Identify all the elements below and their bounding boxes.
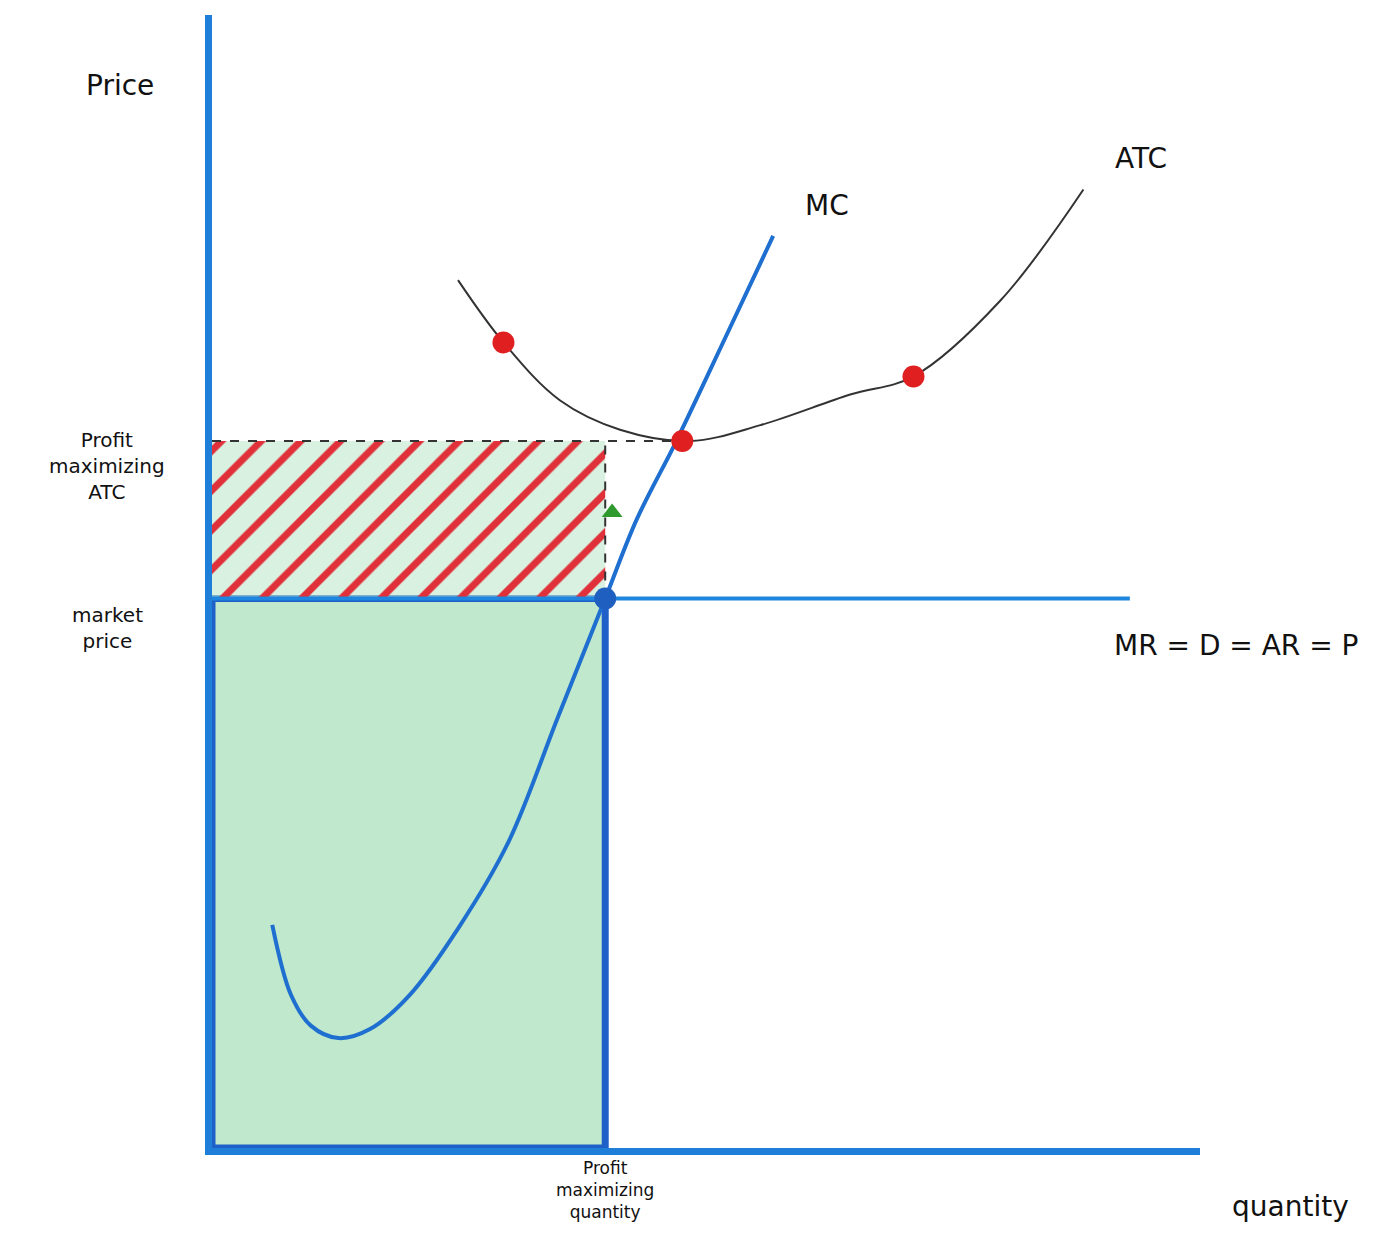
svg-text:ProfitmaximizingATC: ProfitmaximizingATC (49, 428, 165, 504)
svg-text:MR = D = AR = P: MR = D = AR = P (1114, 629, 1358, 662)
svg-text:MC: MC (805, 189, 849, 222)
svg-text:quantity: quantity (1232, 1190, 1349, 1223)
svg-text:marketprice: marketprice (72, 603, 143, 653)
svg-text:Price: Price (86, 69, 154, 102)
svg-text:Profitmaximizingquantity: Profitmaximizingquantity (556, 1158, 654, 1222)
svg-text:ATC: ATC (1115, 142, 1167, 175)
